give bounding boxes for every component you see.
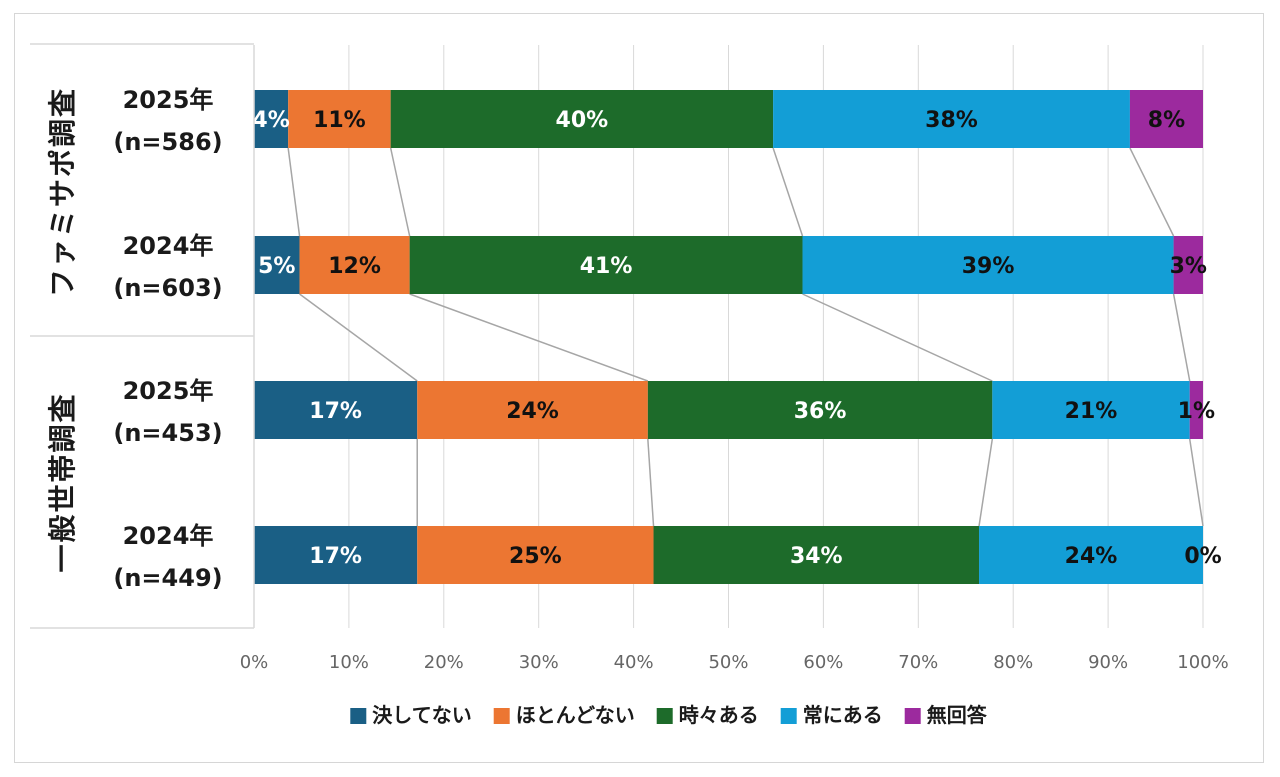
category-year-label: 2025年 (123, 86, 214, 114)
legend-swatch (904, 708, 921, 724)
bar-segment (417, 526, 654, 584)
series-line (1188, 438, 1204, 527)
category-n-label: (n=603) (113, 274, 222, 302)
bar-segment (288, 90, 391, 148)
legend-swatch (350, 708, 367, 724)
x-tick-label: 70% (898, 652, 938, 673)
bar-segment (254, 381, 418, 439)
legend: 決してない ほとんどない 時々ある 常にある 無回答 (350, 703, 988, 727)
legend-item: 時々ある (656, 703, 759, 727)
x-tick-label: 50% (708, 652, 748, 673)
data-label: 12% (328, 254, 381, 279)
category-n-label: (n=586) (113, 128, 222, 156)
category-year-label: 2024年 (123, 522, 214, 550)
bar-segment (773, 90, 1130, 148)
bar-segment (1173, 236, 1203, 294)
legend-item: 決してない (350, 703, 472, 727)
data-label: 0% (1184, 544, 1221, 569)
axis-layer: 0% 10% 20% 30% 40% 50% 60% 70% 80% 90% 100% 2025年 (n… (30, 43, 1229, 673)
x-tick-label: 30% (519, 652, 559, 673)
x-tick-label: 60% (803, 652, 843, 673)
series-line (978, 438, 994, 527)
data-label: 40% (556, 108, 609, 133)
bars-layer (254, 90, 1203, 584)
series-line (409, 293, 649, 382)
bar-segment (417, 381, 648, 439)
bar-segment (1129, 90, 1203, 148)
legend-item: 常にある (780, 703, 883, 727)
category-n-label: (n=453) (113, 419, 222, 447)
series-line (647, 438, 655, 527)
bar-segment (979, 526, 1203, 584)
bar-segment (647, 381, 993, 439)
bar-segment (390, 90, 774, 148)
bar-segment (299, 236, 410, 294)
series-line (299, 293, 418, 382)
data-label: 11% (313, 108, 366, 133)
legend-swatch (780, 708, 797, 724)
legend-label: 無回答 (927, 703, 988, 727)
data-label: 36% (794, 399, 847, 424)
data-label: 39% (962, 254, 1015, 279)
x-tick-label: 80% (993, 652, 1033, 673)
series-line (802, 293, 993, 382)
bar-segment (254, 526, 418, 584)
legend-label: 決してない (372, 703, 471, 727)
data-label: 5% (258, 254, 295, 279)
bar-segment (992, 381, 1190, 439)
legend-label: 時々ある (679, 703, 759, 727)
category-year-label: 2025年 (123, 377, 214, 405)
series-line (1129, 147, 1175, 237)
legend-label: 常にある (803, 703, 883, 727)
x-tick-label: 10% (329, 652, 369, 673)
bar-segment (254, 90, 289, 148)
data-label: 1% (1178, 399, 1215, 424)
series-line (287, 147, 301, 237)
data-label: 17% (309, 544, 362, 569)
data-label: 8% (1148, 108, 1185, 133)
data-label: 41% (580, 254, 633, 279)
legend-swatch (493, 708, 510, 724)
data-label: 17% (309, 399, 362, 424)
x-tick-label: 90% (1088, 652, 1128, 673)
series-lines-layer (287, 147, 1204, 527)
data-label: 38% (925, 108, 978, 133)
x-tick-label: 0% (240, 652, 269, 673)
legend-item: ほとんどない (493, 703, 635, 727)
bar-segment (802, 236, 1174, 294)
bar-segment (254, 236, 300, 294)
legend-item: 無回答 (904, 703, 988, 727)
data-label: 24% (1065, 544, 1118, 569)
data-label: 21% (1065, 399, 1118, 424)
legend-label: ほとんどない (516, 703, 635, 727)
data-labels-layer: 4% 11% 40% 38% 8% 5% 12% 41% 39% 3% 17% 24% 36% 21% 1%… (252, 108, 1221, 569)
bar-segment (653, 526, 980, 584)
series-line (1172, 293, 1191, 382)
legend-swatch (656, 708, 673, 724)
x-tick-label: 100% (1177, 652, 1228, 673)
data-label: 24% (506, 399, 559, 424)
group-label: 一般世帯調査 (46, 392, 79, 572)
series-line (389, 147, 411, 237)
category-n-label: (n=449) (113, 564, 222, 592)
series-line (772, 147, 804, 237)
data-label: 34% (790, 544, 843, 569)
x-tick-label: 20% (424, 652, 464, 673)
x-tick-label: 40% (614, 652, 654, 673)
group-label: ファミサポ調査 (46, 87, 79, 297)
category-year-label: 2024年 (123, 232, 214, 260)
bar-segment (409, 236, 803, 294)
data-label: 4% (252, 108, 289, 133)
data-label: 25% (509, 544, 562, 569)
bar-segment (1189, 381, 1203, 439)
data-label: 3% (1170, 254, 1207, 279)
